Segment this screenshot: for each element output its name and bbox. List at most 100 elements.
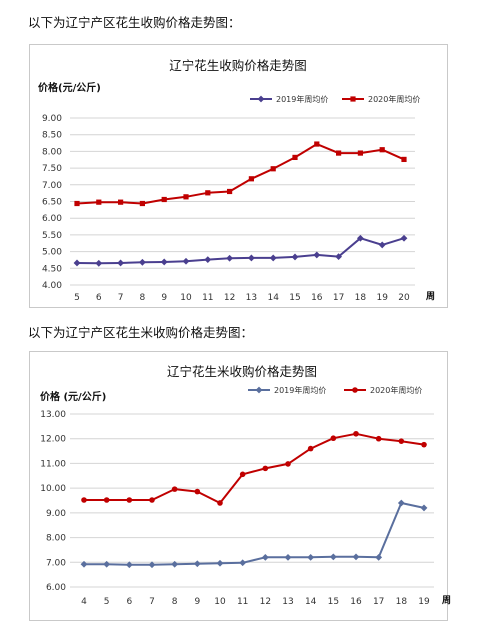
x-tick-label: 13 xyxy=(246,293,257,303)
data-point xyxy=(248,254,255,262)
data-point xyxy=(284,553,292,561)
data-point xyxy=(118,199,124,205)
data-point xyxy=(73,259,81,267)
y-tick-label: 12.00 xyxy=(40,435,66,445)
data-point xyxy=(74,200,80,207)
data-point xyxy=(270,166,276,172)
data-point xyxy=(307,553,315,561)
data-point xyxy=(239,471,246,478)
x-tick-label: 10 xyxy=(214,597,226,607)
data-point xyxy=(420,504,428,512)
data-point xyxy=(375,553,383,561)
data-point xyxy=(329,553,337,561)
data-point xyxy=(398,438,405,444)
data-point xyxy=(292,154,298,161)
x-tick-label: 14 xyxy=(267,293,279,303)
data-point xyxy=(314,141,320,147)
data-point xyxy=(125,561,133,569)
data-point xyxy=(216,559,224,567)
data-point xyxy=(336,150,342,156)
x-tick-label: 11 xyxy=(202,293,213,303)
data-point xyxy=(269,254,277,262)
x-tick-label: 18 xyxy=(355,293,367,303)
legend-label: 2020年周均价 xyxy=(368,94,420,104)
x-tick-label: 9 xyxy=(194,597,200,607)
data-point xyxy=(126,497,133,503)
y-tick-label: 5.50 xyxy=(42,231,62,241)
data-point xyxy=(227,188,233,195)
data-point xyxy=(357,150,363,156)
data-point xyxy=(285,461,291,467)
y-axis-label: 价格 (元/公斤) xyxy=(40,390,106,403)
data-point xyxy=(307,445,314,452)
y-tick-label: 8.50 xyxy=(42,131,62,141)
x-tick-label: 8 xyxy=(140,293,146,303)
x-tick-label: 10 xyxy=(180,293,192,303)
data-point xyxy=(95,259,103,267)
y-tick-label: 9.00 xyxy=(46,509,66,519)
chart-title: 辽宁花生米收购价格走势图 xyxy=(167,364,317,379)
data-point xyxy=(194,488,201,495)
legend-marker xyxy=(257,95,265,103)
data-point xyxy=(226,254,233,262)
data-point xyxy=(139,200,145,207)
data-point xyxy=(204,256,212,264)
x-tick-label: 4 xyxy=(81,597,87,607)
data-point xyxy=(401,156,407,163)
y-tick-label: 4.50 xyxy=(42,264,62,274)
peanut-price-chart: 辽宁花生收购价格走势图 价格(元/公斤) 2019年周均价 2020年周均价 4.00 4… xyxy=(29,44,448,308)
data-point xyxy=(161,196,167,203)
data-point xyxy=(421,441,427,448)
data-point xyxy=(183,194,189,200)
chart-title: 辽宁花生收购价格走势图 xyxy=(169,58,307,73)
y-tick-label: 7.50 xyxy=(42,164,62,174)
legend-marker xyxy=(352,387,358,393)
y-tick-label: 7.00 xyxy=(42,181,62,191)
data-point xyxy=(171,560,179,568)
x-tick-label: 5 xyxy=(104,597,110,607)
data-point xyxy=(291,253,299,261)
y-axis-label: 价格(元/公斤) xyxy=(38,81,101,94)
y-tick-label: 13.00 xyxy=(40,410,66,420)
data-point xyxy=(96,199,102,205)
x-axis-unit: 周 xyxy=(442,595,451,606)
x-tick-label: 12 xyxy=(260,597,271,607)
x-tick-label: 18 xyxy=(396,597,408,607)
data-point xyxy=(80,560,88,568)
series-line xyxy=(76,237,405,265)
y-tick-label: 11.00 xyxy=(40,459,66,469)
x-tick-label: 5 xyxy=(74,293,80,303)
y-tick-label: 6.00 xyxy=(46,583,66,593)
data-point xyxy=(313,251,321,259)
data-point xyxy=(103,560,111,568)
legend-label: 2019年周均价 xyxy=(274,385,326,395)
y-tick-label: 5.00 xyxy=(42,248,62,258)
data-point xyxy=(357,234,364,242)
data-point xyxy=(261,553,269,561)
data-point xyxy=(352,553,360,561)
series-line xyxy=(76,143,405,205)
data-point xyxy=(149,497,155,503)
x-tick-label: 6 xyxy=(126,597,132,607)
data-point xyxy=(160,258,168,266)
data-point xyxy=(217,500,223,506)
x-tick-label: 9 xyxy=(161,293,167,303)
x-tick-label: 19 xyxy=(418,597,430,607)
data-point xyxy=(171,486,178,492)
caption-peanut: 以下为辽宁产区花生收购价格走势图： xyxy=(28,15,241,30)
data-point xyxy=(239,559,247,567)
data-point xyxy=(330,435,337,442)
data-point xyxy=(205,190,211,196)
x-tick-label: 16 xyxy=(311,293,323,303)
x-tick-label: 17 xyxy=(373,597,384,607)
y-tick-label: 4.00 xyxy=(42,281,62,291)
data-point xyxy=(335,253,342,261)
legend-label: 2020年周均价 xyxy=(370,385,422,395)
x-tick-label: 14 xyxy=(305,597,317,607)
data-point xyxy=(103,497,110,503)
data-point xyxy=(379,147,385,153)
y-tick-label: 7.00 xyxy=(46,558,66,568)
data-point xyxy=(193,560,201,568)
legend-marker xyxy=(255,386,263,394)
